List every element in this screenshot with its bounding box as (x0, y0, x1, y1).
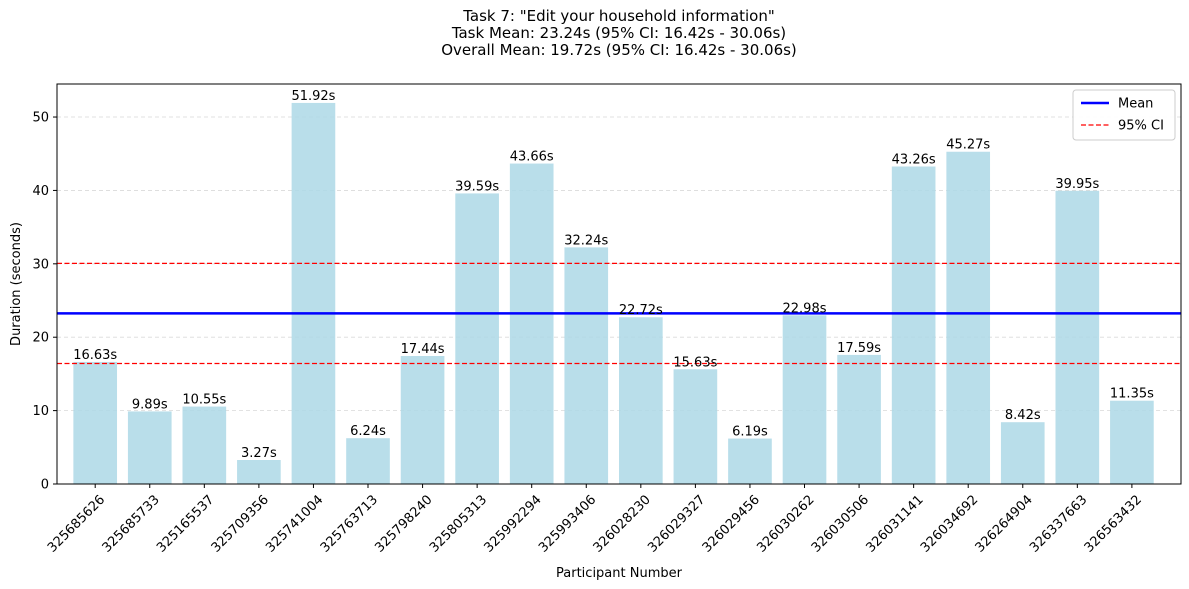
legend: Mean 95% CI (1072, 89, 1176, 141)
bar (782, 315, 827, 484)
bar (346, 438, 390, 484)
x-axis-label: Participant Number (556, 566, 683, 581)
reference-lines (57, 262, 1181, 365)
y-tick-label: 0 (41, 478, 49, 493)
data-label: 17.44s (401, 342, 445, 357)
plot-frame (56, 83, 1182, 485)
y-tick-label: 30 (32, 257, 49, 272)
y-tick-label: 50 (32, 111, 49, 126)
x-tick-label: 326028230 (591, 492, 654, 555)
x-tick-label: 326337663 (1027, 492, 1090, 555)
legend-item-label: 95% CI (1118, 119, 1164, 134)
bar (455, 193, 499, 484)
bar (619, 317, 663, 484)
x-tick-label: 325685626 (45, 492, 108, 555)
x-tick-label: 325741004 (263, 492, 326, 555)
data-label: 43.66s (510, 150, 554, 165)
bar (891, 166, 936, 484)
data-label: 6.19s (732, 425, 768, 440)
data-label: 32.24s (564, 233, 608, 248)
bars (73, 102, 1154, 485)
bar (509, 163, 554, 484)
data-label: 51.92s (291, 89, 335, 104)
y-axis-label: Duration (seconds) (9, 222, 24, 346)
bar (564, 247, 609, 484)
y-axis: 0 10 20 30 40 50 (32, 111, 57, 493)
bar (1110, 400, 1154, 484)
chart-title-line: Task Mean: 23.24s (95% CI: 16.42s - 30.0… (451, 24, 786, 42)
bar (182, 406, 227, 484)
legend-item-label: Mean (1118, 97, 1153, 112)
data-label: 39.95s (1055, 177, 1099, 192)
bar (127, 411, 172, 484)
data-label: 17.59s (837, 341, 881, 356)
x-tick-label: 326264904 (973, 492, 1036, 555)
chart-title-line: Overall Mean: 19.72s (95% CI: 16.42s - 3… (441, 41, 797, 59)
bar (73, 361, 118, 484)
data-label: 3.27s (241, 446, 277, 461)
data-label: 8.42s (1005, 408, 1041, 423)
data-label: 9.89s (132, 397, 168, 412)
bar (400, 356, 445, 484)
x-tick-label: 326029327 (645, 492, 708, 555)
x-tick-label: 325992294 (481, 492, 544, 555)
data-label: 39.59s (455, 179, 499, 194)
x-tick-label: 326029456 (700, 492, 763, 555)
data-label: 10.55s (182, 393, 226, 408)
x-tick-label: 325993406 (536, 492, 599, 555)
data-label: 22.72s (619, 303, 663, 318)
y-tick-label: 10 (32, 404, 49, 419)
chart-title: Task 7: "Edit your household information… (441, 7, 797, 59)
bar (837, 354, 881, 484)
x-tick-label: 326034692 (918, 492, 981, 555)
x-tick-label: 325798240 (372, 492, 435, 555)
data-labels: 16.63s 9.89s 10.55s 3.27s 51.92s 6.24s 17.44s 3… (73, 89, 1154, 461)
x-axis: 3256856263256857333251655373257093563257… (45, 484, 1145, 556)
x-tick-label: 326031141 (863, 492, 926, 555)
data-label: 11.35s (1110, 387, 1154, 402)
x-tick-label: 326563432 (1082, 492, 1145, 555)
data-label: 15.63s (673, 355, 717, 370)
x-tick-label: 326030506 (809, 492, 872, 555)
x-tick-label: 326030262 (754, 492, 817, 555)
data-label: 6.24s (350, 424, 386, 439)
x-tick-label: 325763713 (318, 492, 381, 555)
data-label: 16.63s (73, 348, 117, 363)
bar (673, 369, 718, 484)
y-tick-label: 20 (32, 331, 49, 346)
x-tick-label: 325165537 (154, 492, 217, 555)
bar (291, 102, 336, 484)
data-label: 43.26s (892, 152, 936, 167)
bar (728, 438, 772, 484)
chart-title-line: Task 7: "Edit your household information… (462, 7, 775, 25)
bar (1055, 190, 1100, 484)
bar (1000, 422, 1045, 484)
x-tick-label: 325805313 (427, 492, 490, 555)
bar (946, 151, 991, 485)
bar (237, 460, 281, 484)
x-tick-label: 325709356 (209, 492, 272, 555)
data-label: 22.98s (783, 301, 827, 316)
data-label: 45.27s (946, 138, 990, 153)
y-tick-label: 40 (32, 184, 49, 199)
x-tick-label: 325685733 (100, 492, 163, 555)
